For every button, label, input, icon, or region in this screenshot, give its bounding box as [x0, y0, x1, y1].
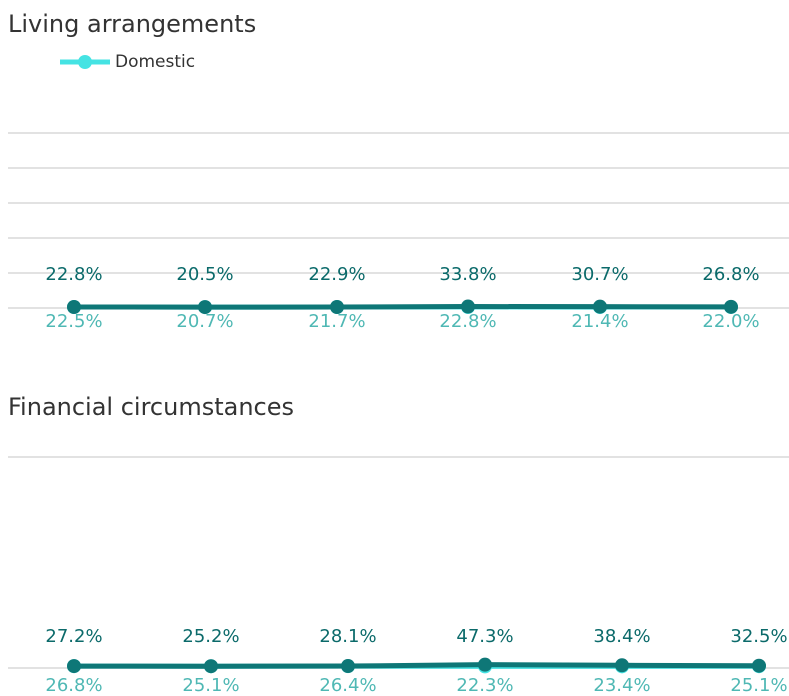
data-label: 22.8% — [439, 311, 496, 332]
data-label: 28.1% — [319, 626, 376, 647]
point — [330, 299, 344, 314]
point — [67, 659, 81, 674]
chart-title: Financial circumstances — [8, 393, 294, 421]
data-label: 26.4% — [319, 675, 376, 696]
point — [204, 659, 218, 674]
data-label: 22.5% — [45, 311, 102, 332]
point — [752, 658, 766, 673]
data-label: 38.4% — [593, 626, 650, 647]
legend-label: Domestic — [115, 52, 195, 72]
data-label: 30.7% — [571, 264, 628, 285]
data-label: 25.1% — [182, 675, 239, 696]
point — [724, 299, 738, 314]
point — [198, 300, 212, 315]
series-line — [73, 304, 732, 310]
data-label: 26.8% — [45, 675, 102, 696]
data-label: 32.5% — [730, 626, 787, 647]
data-label: 25.1% — [730, 675, 787, 696]
data-label: 25.2% — [182, 626, 239, 647]
data-label: 22.9% — [308, 264, 365, 285]
data-label: 20.5% — [176, 264, 233, 285]
legend-marker — [78, 55, 92, 69]
series-line — [73, 662, 760, 669]
data-label: 20.7% — [176, 311, 233, 332]
point — [67, 300, 81, 315]
data-label: 22.0% — [702, 311, 759, 332]
chart-title: Living arrangements — [8, 10, 256, 38]
data-label: 22.8% — [45, 264, 102, 285]
data-label: 22.3% — [456, 675, 513, 696]
data-label: 33.8% — [439, 264, 496, 285]
data-label: 23.4% — [593, 675, 650, 696]
data-label: 21.7% — [308, 311, 365, 332]
point — [461, 299, 475, 314]
point — [593, 299, 607, 314]
point — [478, 657, 492, 672]
point — [615, 658, 629, 673]
point — [341, 659, 355, 674]
data-label: 47.3% — [456, 626, 513, 647]
data-label: 21.4% — [571, 311, 628, 332]
data-label: 26.8% — [702, 264, 759, 285]
data-label: 27.2% — [45, 626, 102, 647]
